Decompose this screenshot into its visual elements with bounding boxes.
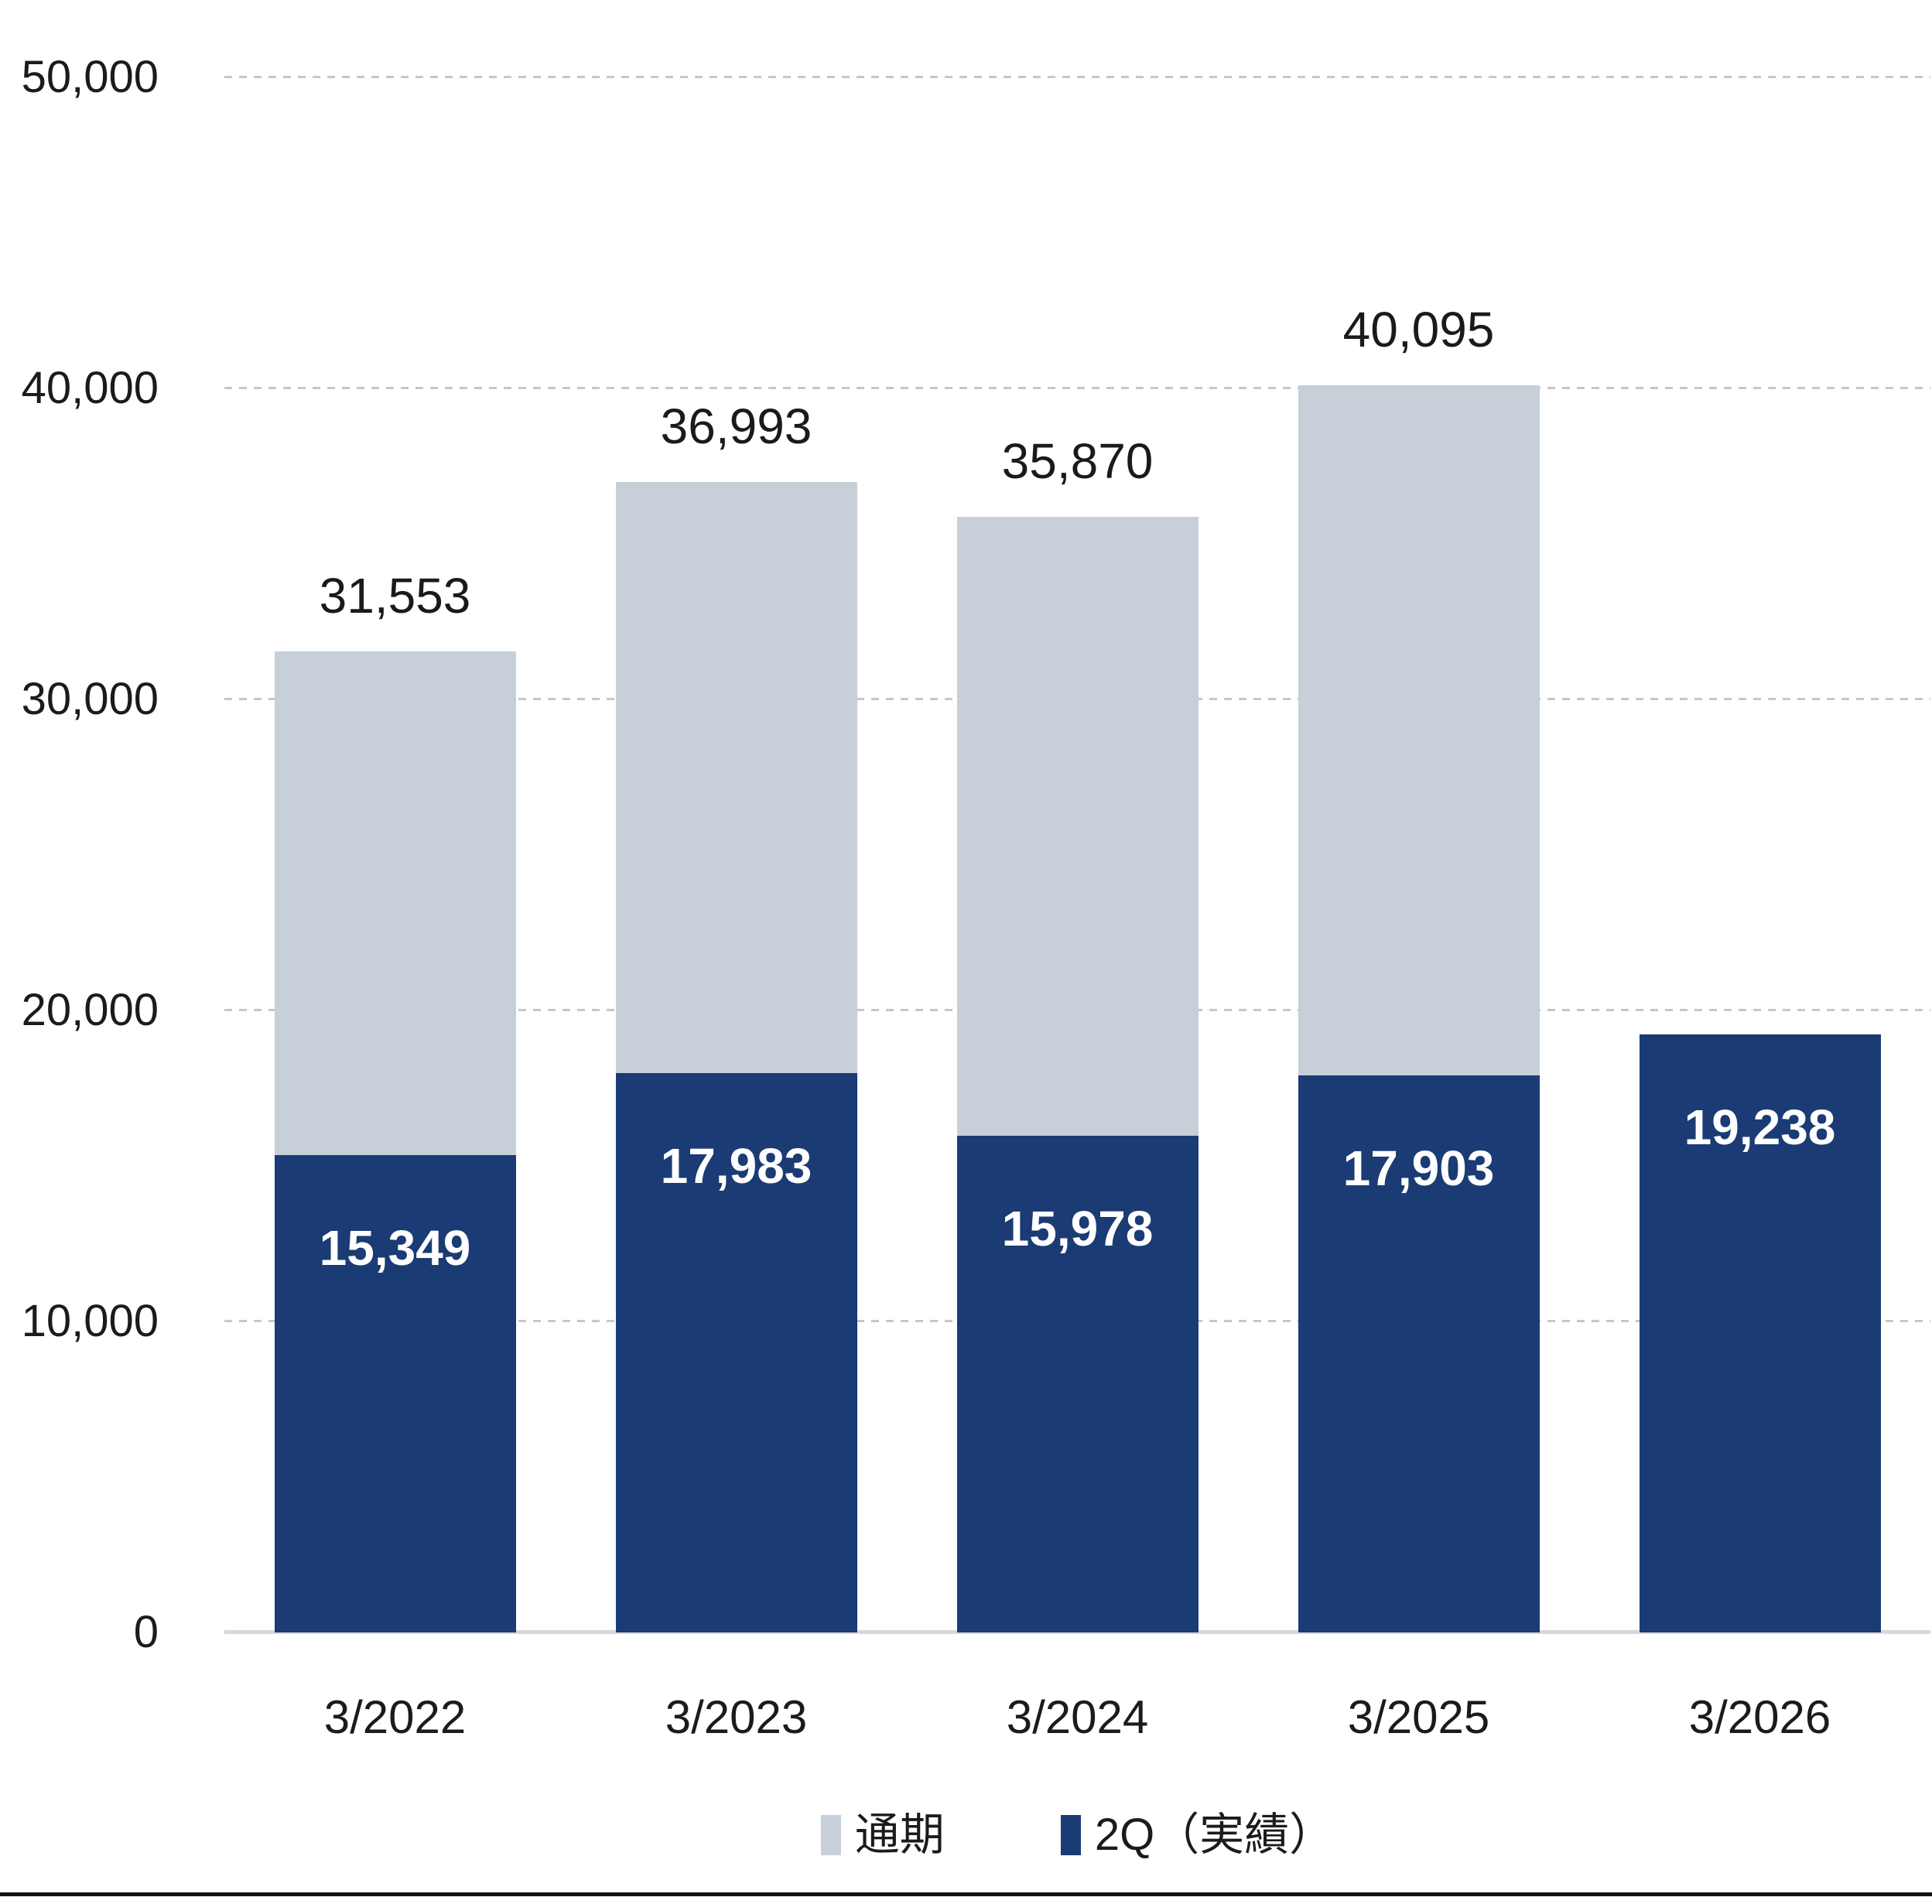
q2-actual-bar: [615, 1073, 857, 1632]
q2-value-label: 19,238: [1684, 1099, 1836, 1155]
x-tick-label-3/2026: 3/2026: [1688, 1691, 1831, 1743]
full-year-value-label: 36,993: [660, 398, 812, 454]
y-tick-label: 40,000: [21, 363, 159, 413]
full-year-value-label: 31,553: [319, 567, 471, 624]
legend-swatch-icon: [820, 1815, 841, 1855]
legend-item: 2Q（実績）: [1060, 1810, 1335, 1860]
y-tick-label: 50,000: [21, 52, 159, 102]
bar-slot-3/2025: 40,095 17,903: [1248, 77, 1589, 1632]
x-tick-label-3/2022: 3/2022: [323, 1691, 467, 1743]
bar-slot-3/2026: 19,238: [1589, 77, 1930, 1632]
x-tick-label-3/2024: 3/2024: [1006, 1691, 1149, 1743]
chart-legend: 通期 2Q（実績）: [224, 1803, 1930, 1868]
y-tick-label: 10,000: [21, 1296, 159, 1346]
q2-value-label: 17,983: [660, 1138, 812, 1195]
x-axis: 3/2022 3/2023 3/2024 3/2025 3/2026: [224, 1690, 1930, 1745]
bar-slot-3/2022: 31,553 15,349: [224, 77, 566, 1632]
q2-actual-bar: [1298, 1075, 1540, 1632]
bars-container: 31,553 15,349 36,993 17,983 35,870 15,978 40,0…: [224, 77, 1930, 1632]
gridline-50000: [224, 76, 1930, 78]
bottom-divider-line: [0, 1892, 1932, 1896]
x-tick-label-3/2023: 3/2023: [665, 1691, 808, 1743]
q2-value-label: 15,978: [1001, 1200, 1154, 1256]
x-tick-label-3/2025: 3/2025: [1347, 1691, 1490, 1743]
full-year-value-label: 40,095: [1342, 302, 1495, 358]
y-axis: 0 10,000 20,000 30,000 40,000 50,000: [0, 55, 159, 1655]
legend-label: 通期: [854, 1810, 945, 1860]
legend-swatch-icon: [1060, 1815, 1081, 1855]
q2-actual-bar: [1639, 1034, 1881, 1632]
y-tick-label: 30,000: [21, 674, 159, 724]
legend-label: 2Q（実績）: [1094, 1810, 1335, 1860]
q2-actual-bar: [274, 1154, 516, 1632]
bar-slot-3/2023: 36,993 17,983: [566, 77, 907, 1632]
bar-slot-3/2024: 35,870 15,978: [907, 77, 1248, 1632]
q2-value-label: 17,903: [1342, 1140, 1495, 1197]
q2-actual-bar: [956, 1135, 1199, 1632]
q2-value-label: 15,349: [319, 1219, 471, 1276]
legend-item: 通期: [820, 1810, 945, 1860]
full-year-value-label: 35,870: [1001, 433, 1154, 490]
y-tick-label: 20,000: [21, 985, 159, 1035]
y-tick-label: 0: [133, 1607, 159, 1657]
plot-area: 31,553 15,349 36,993 17,983 35,870 15,978 40,0…: [224, 76, 1930, 1634]
gridline-40000: [224, 387, 1930, 389]
